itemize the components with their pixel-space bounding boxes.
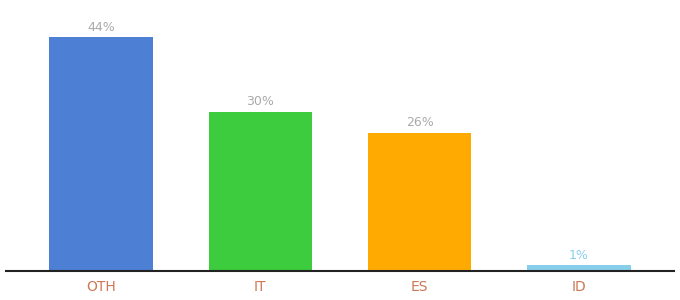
Bar bbox=[527, 266, 630, 271]
Bar bbox=[368, 133, 471, 271]
Text: 26%: 26% bbox=[406, 116, 434, 129]
Bar bbox=[50, 38, 153, 271]
Bar bbox=[209, 112, 312, 271]
Text: 30%: 30% bbox=[246, 95, 274, 108]
Text: 1%: 1% bbox=[569, 249, 589, 262]
Text: 44%: 44% bbox=[87, 21, 115, 34]
